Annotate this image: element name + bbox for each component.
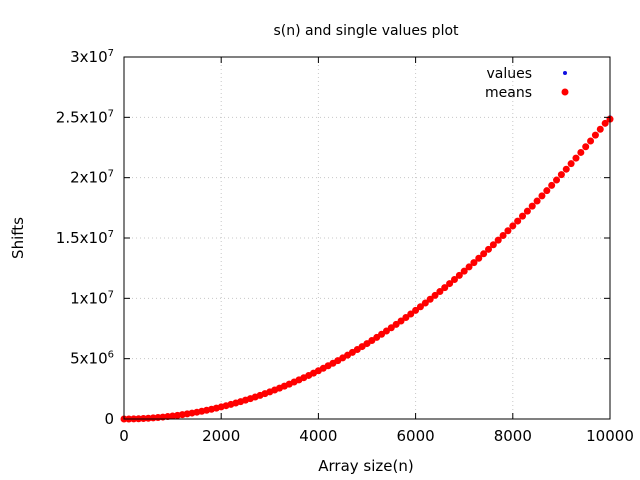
data-point-means xyxy=(470,259,478,267)
chart-title: s(n) and single values plot xyxy=(273,23,459,39)
y-tick-mantissa: 3x10 xyxy=(70,48,108,66)
data-point-means xyxy=(426,295,434,303)
data-point-means xyxy=(397,317,405,325)
data-point-means xyxy=(499,231,507,239)
data-points xyxy=(120,115,614,423)
data-point-means xyxy=(533,197,541,205)
legend-marker-values xyxy=(563,71,567,75)
data-point-means xyxy=(431,291,439,299)
data-point-means xyxy=(450,276,458,284)
data-point-means xyxy=(402,314,410,322)
data-point-means xyxy=(421,299,429,307)
data-point-means xyxy=(412,306,420,314)
axis-ticks: 0 2000 4000 6000 8000 1000005x1061x1071.5x107… xyxy=(56,48,634,445)
data-point-means xyxy=(553,176,561,184)
data-point-means xyxy=(480,250,488,258)
y-tick-exponent: 7 xyxy=(108,229,114,240)
data-point-means xyxy=(475,254,483,262)
data-point-means xyxy=(514,217,522,225)
x-tick-label: 6000 xyxy=(397,427,435,445)
data-point-means xyxy=(523,207,531,215)
data-point-means xyxy=(591,131,599,139)
x-tick-label: 10000 xyxy=(586,427,634,445)
y-tick-label: 2.5x107 xyxy=(56,108,114,126)
y-tick-label: 0 xyxy=(104,410,114,428)
data-point-means xyxy=(441,284,449,292)
y-tick-label: 2x107 xyxy=(70,169,114,187)
grid xyxy=(124,57,610,419)
x-tick-label: 4000 xyxy=(299,427,337,445)
data-point-means xyxy=(446,280,454,288)
data-point-means xyxy=(455,271,463,279)
data-point-means xyxy=(596,125,604,133)
data-point-means xyxy=(582,143,590,151)
legend: values means xyxy=(485,66,569,101)
y-tick-exponent: 7 xyxy=(108,289,114,300)
data-point-means xyxy=(494,236,502,244)
legend-label-values: values xyxy=(486,66,532,82)
data-point-means xyxy=(416,303,424,311)
data-point-means xyxy=(562,165,570,173)
y-tick-label: 3x107 xyxy=(70,48,114,66)
data-point-means xyxy=(548,181,556,189)
data-point-means xyxy=(538,192,546,200)
x-tick-label: 8000 xyxy=(494,427,532,445)
legend-label-means: means xyxy=(485,85,532,101)
data-point-means xyxy=(460,267,468,275)
x-tick-label: 2000 xyxy=(202,427,240,445)
data-point-means xyxy=(407,310,415,318)
x-tick-label: 0 xyxy=(119,427,129,445)
data-point-means xyxy=(504,227,512,235)
y-tick-exponent: 7 xyxy=(108,169,114,180)
data-point-means xyxy=(572,154,580,162)
data-point-means xyxy=(543,187,551,195)
y-tick-exponent: 6 xyxy=(108,350,114,361)
data-point-means xyxy=(392,320,400,328)
data-point-means xyxy=(436,288,444,296)
y-tick-mantissa: 1x10 xyxy=(70,289,108,307)
y-tick-mantissa: 0 xyxy=(104,410,114,428)
y-tick-label: 1.5x107 xyxy=(56,229,114,247)
legend-marker-means xyxy=(561,88,569,96)
y-tick-mantissa: 2x10 xyxy=(70,169,108,187)
data-point-means xyxy=(587,137,595,145)
data-point-means xyxy=(577,148,585,156)
data-point-means xyxy=(489,241,497,249)
y-tick-label: 1x107 xyxy=(70,289,114,307)
data-point-means xyxy=(465,263,473,271)
y-tick-mantissa: 2.5x10 xyxy=(56,108,108,126)
y-tick-mantissa: 5x10 xyxy=(70,350,108,368)
y-tick-exponent: 7 xyxy=(108,48,114,59)
data-point-means xyxy=(519,212,527,220)
data-point-means xyxy=(485,245,492,253)
data-point-means xyxy=(557,171,565,179)
series-means xyxy=(120,115,614,423)
series-values xyxy=(122,115,612,421)
data-point-means xyxy=(509,222,517,230)
y-axis-label: Shifts xyxy=(9,217,27,259)
y-tick-label: 5x106 xyxy=(70,350,114,368)
data-point-means xyxy=(528,202,536,210)
data-point-means xyxy=(601,119,609,127)
y-tick-exponent: 7 xyxy=(108,108,114,119)
y-tick-mantissa: 1.5x10 xyxy=(56,229,108,247)
x-axis-label: Array size(n) xyxy=(318,457,413,475)
data-point-means xyxy=(567,160,575,168)
